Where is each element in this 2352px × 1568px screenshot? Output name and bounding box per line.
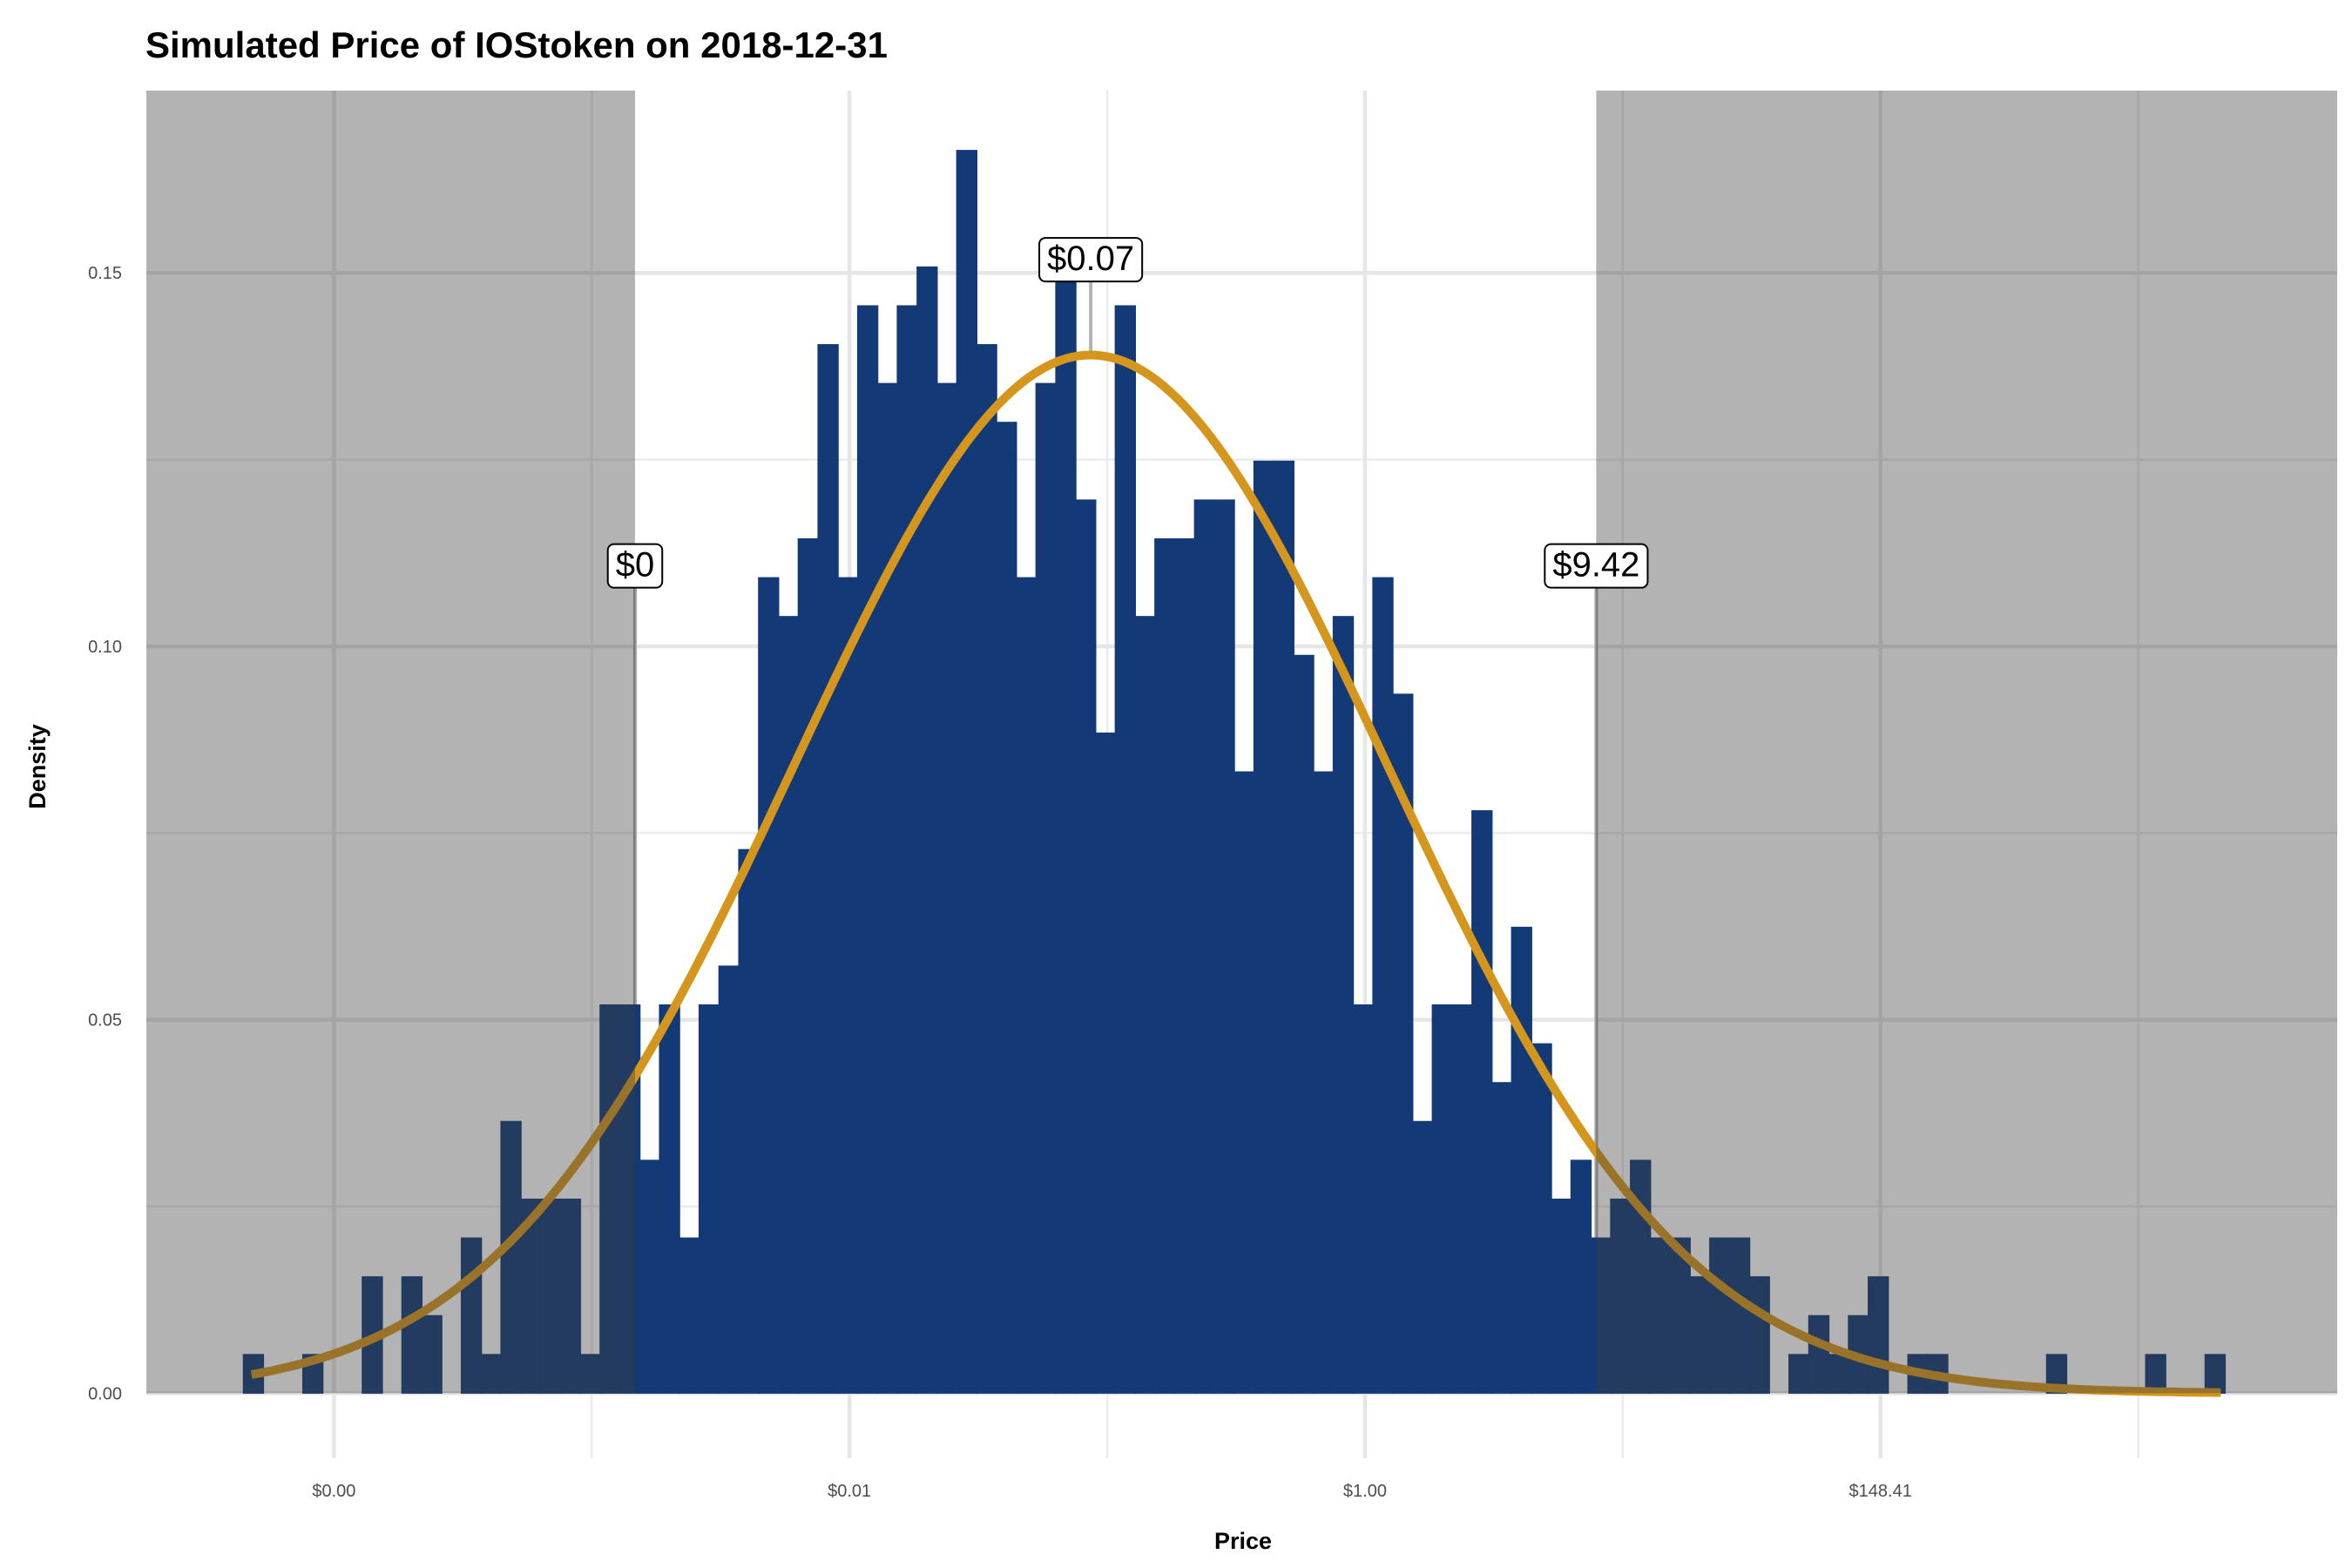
histogram-bar (1411, 1120, 1434, 1394)
histogram-bar (738, 848, 760, 1394)
x-tick-label: $1.00 (1343, 1482, 1387, 1501)
histogram-bar (659, 1004, 680, 1394)
histogram-bar (1273, 460, 1294, 1394)
histogram-bar (837, 577, 859, 1394)
histogram-bar (1531, 1043, 1552, 1394)
histogram-bar (1075, 499, 1097, 1394)
histogram-bar (1392, 693, 1414, 1394)
histogram-bar (1332, 616, 1355, 1394)
annotation-box (606, 543, 664, 589)
annotation-labels: $0 $0.07 $9.42 (606, 237, 1649, 589)
y-tick-label: 0.10 (88, 638, 122, 657)
shaded-region (146, 91, 635, 1394)
histogram-bar (1471, 810, 1493, 1394)
histogram-bar (1173, 537, 1196, 1394)
histogram-bar (1134, 616, 1156, 1394)
annotation-label: $0.07 (1038, 237, 1144, 283)
histogram-bar (1451, 1004, 1473, 1394)
histogram-bar (1233, 771, 1255, 1394)
shaded-region (1596, 91, 2337, 1394)
chart-title: Simulated Price of IOStoken on 2018-12-3… (145, 24, 888, 65)
histogram-bar (1193, 499, 1215, 1394)
histogram-bar (1490, 1082, 1513, 1394)
normal-fit-curve (250, 350, 2221, 1397)
shaded-regions (146, 91, 2337, 1394)
histogram-bar (1313, 771, 1335, 1394)
histogram-bar (1213, 499, 1235, 1394)
histogram-bar (1431, 1004, 1453, 1394)
annotation-box (1544, 543, 1649, 589)
histogram-bar (1015, 577, 1037, 1394)
histogram-bar (1253, 460, 1275, 1394)
histogram-bar (1035, 382, 1057, 1394)
histogram-bar (1293, 654, 1315, 1394)
x-axis-ticks: $0.00 $0.01 $1.00 $148.41 (312, 1482, 1911, 1501)
annotation-box (1038, 237, 1144, 283)
histogram-bar (2045, 1354, 2068, 1394)
x-tick-label: $148.41 (1849, 1482, 1912, 1501)
histogram-bar (679, 1237, 700, 1394)
annotation-label: $0 (606, 543, 664, 589)
fit-curve-layer (250, 350, 2221, 1397)
histogram-bars (242, 150, 2227, 1394)
histogram-bar (1551, 1198, 1572, 1394)
y-tick-label: 0.05 (88, 1011, 122, 1031)
histogram-bar (936, 382, 958, 1394)
histogram-bar (1114, 305, 1136, 1394)
y-axis-title: Density (24, 724, 51, 809)
histogram-bar (1570, 1159, 1592, 1394)
annotation-label: $9.42 (1544, 543, 1649, 589)
histogram-bar (916, 266, 938, 1394)
histogram-bar (559, 1198, 582, 1394)
histogram-bar (718, 965, 740, 1394)
histogram-bar (976, 344, 997, 1394)
y-tick-label: 0.15 (88, 264, 122, 283)
histogram-bar (876, 382, 899, 1394)
histogram-bar (1372, 577, 1394, 1394)
histogram-bar (421, 1315, 443, 1394)
y-axis-ticks: 0.00 0.05 0.10 0.15 (88, 264, 122, 1403)
histogram-bar (797, 537, 820, 1394)
x-tick-label: $0.00 (312, 1482, 355, 1501)
histogram-bar (996, 422, 1017, 1394)
x-axis-title: Price (1214, 1528, 1272, 1554)
histogram-bar (1154, 537, 1176, 1394)
histogram-bar (777, 616, 800, 1394)
histogram-bar (956, 150, 978, 1394)
histogram-bar (817, 344, 839, 1394)
histogram-bar (896, 305, 918, 1394)
y-tick-label: 0.00 (88, 1384, 122, 1403)
histogram-bar (1511, 926, 1532, 1394)
histogram-bar (1055, 266, 1077, 1394)
x-tick-label: $0.01 (828, 1482, 871, 1501)
annotation-text: $9.42 (1552, 546, 1639, 585)
annotation-text: $0.07 (1047, 240, 1134, 278)
histogram-bar (1352, 1004, 1374, 1394)
histogram-bar (856, 305, 879, 1394)
histogram-bar (639, 1159, 661, 1394)
histogram-bar (758, 577, 780, 1394)
histogram-bar (698, 1004, 720, 1394)
histogram-bar (1094, 732, 1117, 1394)
annotation-text: $0 (616, 546, 655, 585)
